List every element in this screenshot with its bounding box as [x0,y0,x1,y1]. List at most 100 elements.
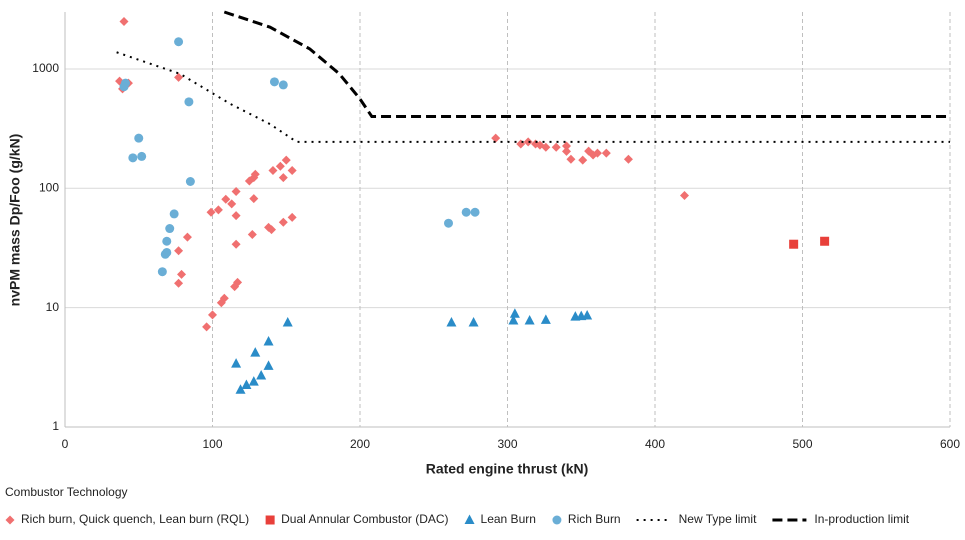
circle-marker [169,209,179,219]
circle-marker [552,515,562,525]
y-tick-label: 1000 [32,61,59,75]
legend-label: Rich Burn [568,512,621,526]
diamond-marker [182,232,192,242]
triangle-marker [248,376,259,386]
diamond-marker [5,515,15,525]
triangle-marker [263,336,274,346]
square-marker [820,236,830,246]
diamond-marker [119,16,129,26]
triangle-marker [508,315,519,325]
diamond-marker [202,322,212,332]
x-tick-label: 100 [202,437,222,451]
diamond-marker [623,154,633,164]
diamond-marker [592,148,602,158]
diamond-marker [206,207,216,217]
legend-label: Rich burn, Quick quench, Lean burn (RQL) [21,512,249,526]
circle-marker [269,77,279,87]
x-tick-label: 600 [940,437,960,451]
diamond-marker [231,239,241,249]
circle-marker [470,207,480,217]
circle-marker [444,218,453,228]
triangle-marker [282,317,293,327]
limit-line [116,51,950,143]
legend-label: New Type limit [679,512,757,526]
circle-marker [165,224,175,234]
diamond-marker [566,154,576,164]
diamond-marker [213,205,223,215]
circle-marker [184,97,194,107]
diamond-marker [275,161,285,171]
circle-marker [120,78,130,88]
diamond-marker [227,199,237,209]
limit-line [223,10,950,118]
triangle-marker [468,317,479,327]
diamond-marker [231,187,241,197]
diamond-marker [562,146,571,156]
diamond-marker [278,217,288,227]
diamond-marker [491,133,501,143]
circle-marker [128,153,138,163]
legend-label: In-production limit [814,512,909,526]
circle-marker [134,133,144,143]
triangle-marker [231,358,242,368]
diamond-marker [601,148,611,158]
diamond-marker [177,269,187,279]
triangle-marker [446,317,457,327]
diamond-marker [268,165,278,175]
triangle-marker [509,308,520,318]
triangle-marker [464,514,475,524]
diamond-marker [281,155,291,165]
x-tick-label: 300 [497,437,517,451]
y-axis-title: nvPM mass Dp/Foo (g/kN) [7,134,23,307]
diamond-marker [219,293,229,303]
diamond-marker [541,142,551,152]
x-axis-title: Rated engine thrust (kN) [426,461,589,477]
diamond-marker [174,278,184,288]
triangle-marker [540,314,551,324]
diamond-marker [680,191,689,201]
legend-title: Combustor Technology [5,485,128,499]
diamond-marker [287,165,297,175]
triangle-marker [256,370,267,380]
y-tick-label: 100 [39,180,59,194]
diamond-marker [516,139,526,149]
diamond-marker [523,137,533,147]
x-tick-label: 200 [350,437,370,451]
circle-marker [278,80,288,90]
diamond-marker [287,212,297,222]
circle-marker [185,177,195,187]
square-marker [789,239,799,249]
y-tick-label: 10 [46,300,60,314]
circle-marker [174,37,184,47]
circle-marker [157,267,167,277]
diamond-marker [250,169,260,179]
legend-label: Dual Annular Combustor (DAC) [281,512,448,526]
diamond-marker [562,141,571,151]
diamond-marker [551,142,561,152]
triangle-marker [250,347,261,357]
diamond-marker [267,225,276,235]
circle-marker [461,207,471,217]
diamond-marker [174,246,184,256]
diamond-marker [221,194,231,204]
triangle-marker [263,360,274,370]
x-tick-label: 400 [645,437,665,451]
square-marker [265,515,275,525]
diamond-marker [247,230,257,240]
diamond-marker [208,310,217,320]
circle-marker [162,236,172,246]
y-tick-label: 1 [52,419,59,433]
legend-label: Lean Burn [481,512,536,526]
diamond-marker [578,155,588,165]
x-tick-label: 0 [62,437,69,451]
triangle-marker [524,315,535,325]
circle-marker [137,151,147,161]
x-tick-label: 500 [792,437,812,451]
circle-marker [160,249,170,259]
triangle-marker [241,379,252,389]
diamond-marker [233,277,243,287]
diamond-marker [231,211,241,221]
triangle-marker [235,384,246,394]
